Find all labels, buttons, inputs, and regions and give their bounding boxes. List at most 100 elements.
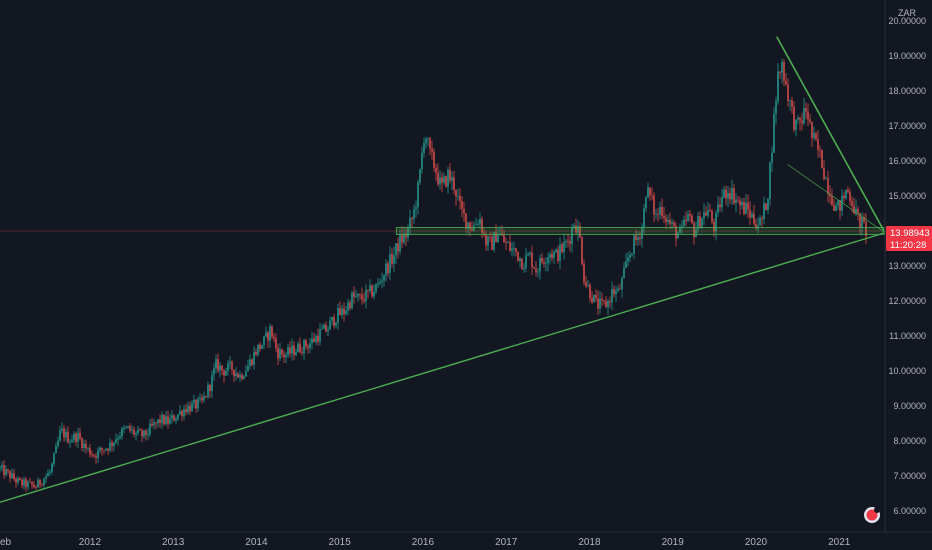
candle-body <box>523 267 525 270</box>
candle-body <box>347 302 349 311</box>
price-axis[interactable]: 6.00000 7.00000 8.00000 9.00000 10.00000 11.0… <box>888 16 926 516</box>
candle-body <box>119 436 121 439</box>
candle-body <box>115 439 117 443</box>
candle-body <box>409 218 411 228</box>
candle-body <box>135 433 137 435</box>
candle-body <box>591 298 593 303</box>
candle-body <box>609 301 611 303</box>
candle-body <box>613 289 615 295</box>
candle-body <box>383 275 385 281</box>
candle-body <box>83 443 85 449</box>
candle-body <box>433 151 435 168</box>
candle-body <box>693 223 695 238</box>
candle-body <box>739 200 741 206</box>
candle-body <box>375 284 377 292</box>
candle-body <box>557 249 559 261</box>
price-tick-label: 20.00000 <box>888 16 926 26</box>
candle-body <box>471 229 473 231</box>
candle-body <box>141 430 143 437</box>
candle-body <box>645 197 647 209</box>
candle-body <box>193 400 195 404</box>
candle-body <box>823 167 825 180</box>
candle-body <box>403 233 405 243</box>
trendline[interactable] <box>776 36 886 234</box>
trendline[interactable] <box>0 232 886 503</box>
candle-body <box>381 280 383 282</box>
candle-body <box>721 197 723 208</box>
candle-body <box>795 119 797 130</box>
candle-body <box>11 473 13 479</box>
candle-body <box>99 447 101 451</box>
candle-body <box>709 210 711 212</box>
support-zone[interactable] <box>395 227 886 235</box>
candle-body <box>835 205 837 211</box>
candle-body <box>333 317 335 326</box>
candle-body <box>53 453 55 464</box>
candle-body <box>737 199 739 201</box>
candle-body <box>847 189 849 193</box>
candle-body <box>13 473 15 479</box>
time-tick-label: 2018 <box>578 537 601 548</box>
candle-body <box>743 201 745 214</box>
candle-body <box>489 236 491 238</box>
candle-body <box>575 225 577 233</box>
candle-body <box>57 440 59 447</box>
candle-body <box>697 216 699 230</box>
candle-body <box>687 214 689 221</box>
candle-body <box>169 418 171 424</box>
candle-body <box>643 208 645 227</box>
candle-body <box>675 225 677 239</box>
candle-body <box>707 210 709 216</box>
candle-body <box>771 152 773 163</box>
candle-body <box>101 447 103 451</box>
candle-body <box>63 428 65 438</box>
candle-body <box>733 188 735 204</box>
candle-body <box>487 236 489 246</box>
logo-inner-circle <box>866 509 878 521</box>
candle-body <box>23 479 25 486</box>
candle-body <box>263 336 265 346</box>
candle-body <box>555 249 557 252</box>
candle-body <box>769 162 771 199</box>
candle-body <box>31 481 33 485</box>
candle-body <box>149 423 151 434</box>
candle-body <box>303 340 305 354</box>
candle-body <box>681 226 683 227</box>
candle-body <box>139 429 141 431</box>
candle-body <box>511 248 513 251</box>
candle-body <box>311 338 313 344</box>
chart-logo[interactable] <box>864 507 880 523</box>
time-axis[interactable]: eb 2012 2013 2014 2015 2016 2017 2018 2019 2020 20… <box>0 537 851 548</box>
candle-body <box>151 423 153 426</box>
candle-body <box>633 235 635 254</box>
candle-body <box>509 242 511 251</box>
candle-body <box>537 271 539 273</box>
candle-body <box>845 189 847 199</box>
current-price-tag: 13.98943 11:20:28 <box>886 226 932 251</box>
candle-body <box>719 204 721 208</box>
candle-body <box>547 257 549 263</box>
trendline[interactable] <box>787 164 886 234</box>
candle-body <box>623 267 625 279</box>
candle-body <box>577 226 579 233</box>
candle-body <box>129 426 131 431</box>
candle-body <box>495 232 497 243</box>
candle-body <box>337 308 339 323</box>
candle-body <box>723 189 725 198</box>
candle-body <box>567 241 569 242</box>
candle-body <box>259 344 261 349</box>
candle-body <box>93 455 95 457</box>
candle-body <box>581 237 583 264</box>
candle-body <box>107 448 109 451</box>
candle-body <box>273 336 275 339</box>
candle-body <box>327 329 329 332</box>
candle-body <box>395 243 397 256</box>
candle-body <box>307 346 309 349</box>
candle-body <box>543 261 545 264</box>
time-tick-label: 2014 <box>245 537 268 548</box>
candle-body <box>541 257 543 262</box>
candle-body <box>711 211 713 222</box>
candle-body <box>91 454 93 456</box>
candle-body <box>137 429 139 434</box>
